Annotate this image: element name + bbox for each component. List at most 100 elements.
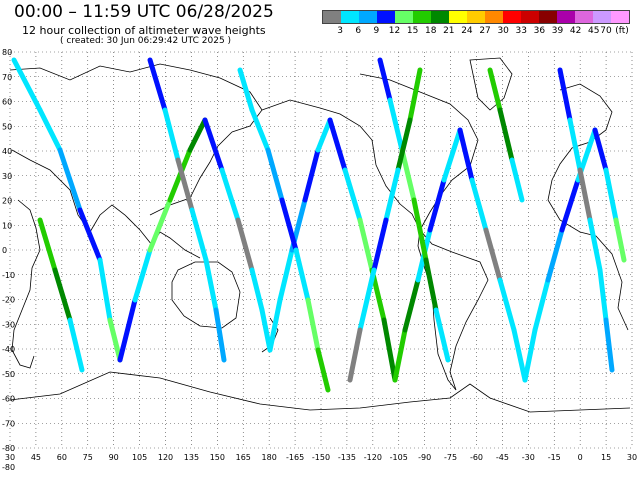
- track-segment: [411, 197, 429, 263]
- longitude-label: 135: [184, 453, 199, 462]
- latitude-label: 40: [2, 147, 12, 156]
- track-segment: [37, 107, 63, 153]
- track-segment: [11, 57, 43, 113]
- track-segment: [147, 57, 168, 113]
- track-segment: [235, 217, 255, 273]
- track-segment: [427, 177, 447, 233]
- legend-swatch: [539, 11, 557, 23]
- track-segment: [402, 277, 421, 333]
- track-segment: [457, 127, 475, 183]
- longitude-label: -60: [470, 453, 483, 462]
- coast-south-america: [417, 229, 489, 391]
- legend-swatch: [323, 11, 341, 23]
- latitude-label: 50: [2, 122, 12, 131]
- altimeter-tracks: [11, 57, 627, 393]
- track-segment: [577, 167, 593, 223]
- track-segment: [433, 307, 451, 363]
- legend-label: 39: [551, 26, 564, 36]
- track-segment: [107, 317, 123, 363]
- latitude-label: -10: [2, 271, 15, 280]
- longitude-label: -45: [496, 453, 509, 462]
- track-segment: [162, 107, 181, 163]
- track-segment: [219, 167, 241, 223]
- legend-swatch: [503, 11, 521, 23]
- longitude-label: 30: [5, 453, 15, 462]
- track-segment: [302, 147, 321, 203]
- latitude-label: 10: [2, 221, 12, 230]
- longitude-label: -75: [444, 453, 457, 462]
- track-segment: [587, 217, 603, 273]
- legend-swatch: [521, 11, 539, 23]
- longitude-label: 150: [210, 453, 225, 462]
- track-segment: [383, 167, 401, 223]
- track-segment: [187, 117, 208, 153]
- track-segment: [497, 107, 515, 163]
- track-segment: [57, 147, 83, 213]
- legend-label: 21: [443, 26, 455, 36]
- track-segment: [315, 347, 331, 393]
- track-segment: [293, 247, 311, 303]
- latitude-label: -60: [2, 395, 15, 404]
- longitude-label: 180: [262, 453, 277, 462]
- track-segment: [392, 327, 408, 383]
- latitude-label-bottom: -80: [2, 463, 15, 472]
- latitude-label: -30: [2, 320, 15, 329]
- track-segment: [597, 267, 609, 323]
- legend-label: 33: [515, 26, 528, 36]
- legend-label: 3: [337, 26, 343, 36]
- track-segment: [381, 317, 398, 383]
- coast-africa: [11, 199, 41, 369]
- track-segment: [265, 147, 285, 203]
- track-segment: [259, 307, 273, 353]
- track-segment: [277, 247, 295, 303]
- track-segment: [545, 227, 565, 283]
- track-segment: [37, 217, 58, 273]
- latitude-labels: 80 70 60 50 40 30 20 10 0 -10 -20 -30 -40 -50 -60 -70 -8…: [2, 48, 15, 472]
- track-segment: [509, 157, 525, 203]
- coast-north-america: [261, 99, 421, 231]
- latitude-label: -50: [2, 370, 15, 379]
- longitude-label: -150: [312, 453, 330, 462]
- track-segment: [483, 227, 503, 283]
- track-segment: [487, 67, 503, 113]
- track-segment: [567, 117, 583, 173]
- longitude-label: 45: [31, 453, 41, 462]
- track-segment: [237, 67, 255, 113]
- longitude-label: -30: [522, 453, 535, 462]
- track-segment: [342, 167, 363, 223]
- map-subtitle: 12 hour collection of altimeter wave hei…: [22, 24, 266, 37]
- longitude-label: -105: [390, 453, 408, 462]
- track-segment: [399, 147, 417, 203]
- legend-label: 18: [424, 26, 437, 36]
- legend-label: 9: [373, 26, 380, 36]
- legend-label: 6: [355, 26, 362, 36]
- latitude-label: 0: [2, 246, 7, 255]
- longitude-label: 165: [236, 453, 251, 462]
- longitude-label: 90: [109, 453, 119, 462]
- track-segment: [202, 117, 225, 173]
- latitude-label: -20: [2, 296, 15, 305]
- legend-label: 42: [569, 26, 582, 36]
- track-segment: [249, 267, 265, 313]
- longitude-label: -15: [548, 453, 561, 462]
- legend-swatch: [377, 11, 395, 23]
- track-segment: [511, 327, 528, 383]
- longitude-label: -135: [338, 453, 356, 462]
- track-segment: [395, 117, 413, 173]
- track-segment: [147, 197, 173, 253]
- track-segment: [279, 197, 299, 253]
- longitude-label: 15: [601, 453, 611, 462]
- latitude-label: 80: [2, 48, 12, 57]
- created-timestamp: ( created: 30 Jun 06:29:42 UTC 2025 ): [60, 36, 232, 46]
- track-segment: [371, 217, 389, 273]
- legend-swatch: [413, 11, 431, 23]
- latitude-label: 30: [2, 172, 12, 181]
- track-segment: [175, 157, 195, 213]
- latitude-label: -80: [2, 444, 15, 453]
- map-title: 00:00 – 11:59 UTC 06/28/2025: [14, 2, 274, 22]
- legend-swatch: [485, 11, 503, 23]
- legend-swatch: [341, 11, 359, 23]
- coast-asia-north: [9, 63, 263, 133]
- track-segment: [52, 267, 73, 323]
